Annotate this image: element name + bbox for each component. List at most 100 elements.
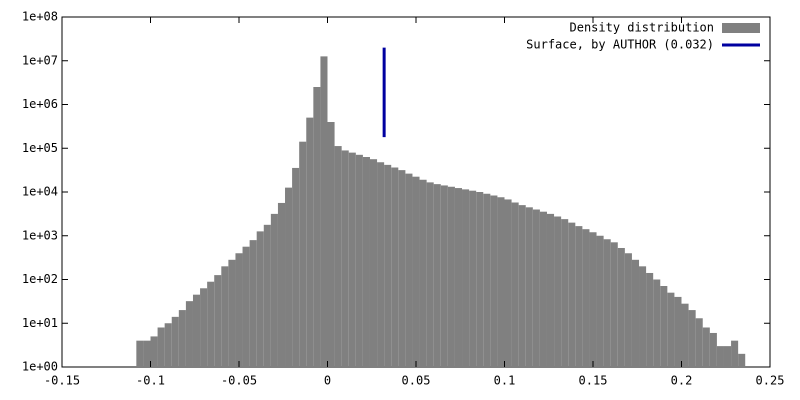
bar (561, 219, 569, 367)
x-tick-label: 0 (324, 374, 331, 388)
bar (646, 272, 654, 367)
bar (143, 340, 151, 367)
bar (221, 266, 229, 367)
bar (674, 296, 682, 367)
bar (525, 207, 533, 367)
bar (285, 187, 293, 367)
bar (667, 292, 675, 367)
bar (660, 286, 668, 367)
bar (270, 213, 278, 367)
bar (639, 266, 647, 367)
bar (504, 199, 512, 367)
bar (624, 253, 632, 367)
bar (440, 185, 448, 367)
bar (235, 253, 243, 367)
y-tick-label: 1e+05 (22, 141, 58, 155)
bar (306, 117, 314, 368)
x-tick-label: 0.1 (494, 374, 516, 388)
bar (200, 288, 208, 367)
bar (532, 209, 540, 367)
bar (292, 167, 300, 367)
bar (362, 156, 370, 367)
bar (518, 205, 526, 367)
bar (348, 152, 356, 367)
bar (511, 202, 519, 367)
bar (228, 259, 236, 367)
bar (369, 159, 378, 367)
bar (575, 226, 583, 367)
bar (546, 213, 555, 367)
bar (454, 188, 463, 367)
bar (277, 202, 286, 367)
bar (462, 189, 470, 367)
bar (313, 87, 321, 367)
bar (490, 195, 498, 367)
bar (207, 281, 215, 367)
y-tick-label: 1e+02 (22, 272, 58, 286)
legend-swatch (722, 23, 760, 33)
bar (405, 173, 413, 367)
bar (412, 176, 420, 367)
x-tick-label: 0.05 (402, 374, 431, 388)
bar (582, 229, 590, 367)
bar (433, 184, 441, 367)
bar (723, 346, 732, 367)
bar (398, 170, 406, 367)
bar (596, 235, 604, 367)
bar (384, 164, 392, 367)
legend-label: Density distribution (570, 21, 715, 35)
bar (249, 240, 257, 367)
bar (568, 222, 576, 367)
bar (256, 231, 264, 367)
bar (695, 318, 703, 367)
bar (391, 167, 399, 367)
bar (709, 332, 717, 367)
bar (681, 303, 689, 367)
bar (334, 146, 342, 367)
bar (419, 179, 427, 367)
bar (603, 239, 611, 367)
bar (327, 122, 335, 368)
bar (653, 279, 661, 367)
legend-label: Surface, by AUTHOR (0.032) (526, 38, 714, 52)
y-tick-label: 1e+04 (22, 185, 58, 199)
y-tick-label: 1e+06 (22, 97, 58, 111)
bar (589, 232, 597, 367)
bar (426, 182, 434, 367)
y-tick-label: 1e+03 (22, 228, 58, 242)
bar (320, 56, 328, 367)
y-tick-label: 1e+00 (22, 360, 58, 374)
bar (157, 327, 165, 367)
bar (688, 310, 696, 367)
bar (554, 216, 562, 367)
bar (355, 154, 363, 367)
bar (447, 186, 455, 367)
bar (192, 294, 201, 367)
bar (497, 197, 505, 367)
bar (242, 246, 250, 367)
x-tick-label: 0.25 (756, 374, 785, 388)
bar (136, 340, 144, 367)
bar (483, 193, 491, 367)
bar (377, 162, 385, 367)
bar (476, 192, 484, 367)
bar (185, 301, 193, 367)
bar (731, 340, 739, 367)
y-tick-label: 1e+07 (22, 53, 58, 67)
y-tick-label: 1e+01 (22, 316, 58, 330)
bar (617, 247, 625, 367)
bar (171, 316, 179, 367)
bar (214, 275, 222, 367)
bar (738, 353, 746, 367)
x-tick-label: 0.2 (671, 374, 693, 388)
x-tick-label: 0.15 (579, 374, 608, 388)
bar (610, 242, 618, 367)
bar (263, 224, 271, 367)
x-tick-label: -0.15 (44, 374, 80, 388)
bar (299, 141, 307, 367)
x-tick-label: -0.05 (221, 374, 257, 388)
bar (164, 323, 172, 367)
y-tick-label: 1e+08 (22, 10, 58, 24)
bar (469, 190, 477, 367)
